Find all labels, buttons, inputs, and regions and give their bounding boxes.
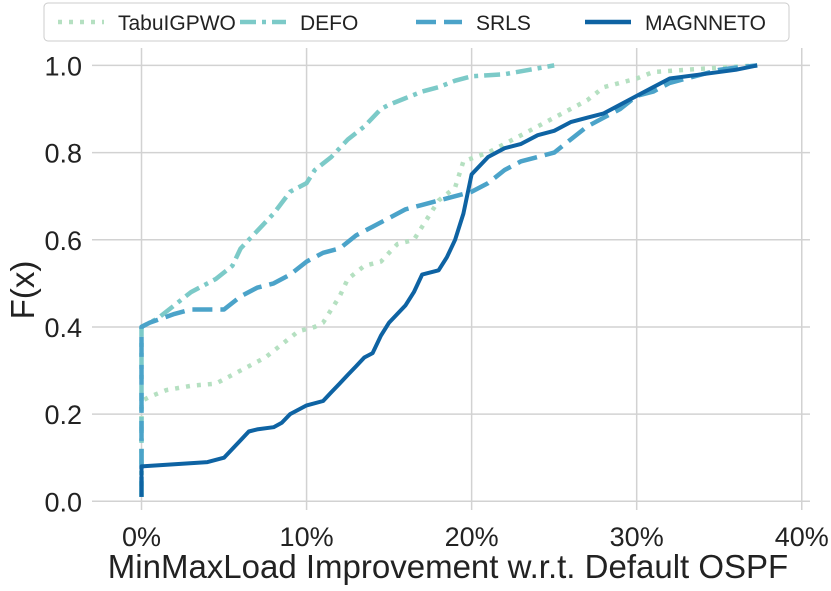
x-tick-label: 40% bbox=[775, 522, 829, 552]
grid-lines bbox=[92, 48, 810, 510]
x-tick-label: 20% bbox=[445, 522, 499, 552]
x-axis-label: MinMaxLoad Improvement w.r.t. Default OS… bbox=[108, 548, 788, 585]
y-tick-label: 1.0 bbox=[44, 51, 82, 81]
series-line-tabuigpwo bbox=[139, 63, 758, 497]
legend-label-tabuigpwo: TabuIGPWO bbox=[118, 12, 236, 35]
series-line-magnneto bbox=[139, 63, 758, 497]
y-tick-label: 0.6 bbox=[44, 226, 82, 256]
legend-label-srls: SRLS bbox=[476, 12, 531, 35]
y-tick-label: 0.4 bbox=[44, 313, 82, 343]
y-axis-label: F(x) bbox=[4, 261, 41, 320]
y-tick-label: 0.2 bbox=[44, 400, 82, 430]
series-line-defo bbox=[139, 63, 555, 497]
y-tick-label: 0.0 bbox=[44, 487, 82, 517]
legend-label-defo: DEFO bbox=[300, 12, 358, 35]
x-tick-label: 10% bbox=[280, 522, 334, 552]
y-tick-label: 0.8 bbox=[44, 139, 82, 169]
tick-labels: 0% 10% 20% 30% 40% 0.0 0.2 0.4 0.6 0.8 1.0 bbox=[44, 51, 828, 552]
x-tick-label: 0% bbox=[122, 522, 161, 552]
series-line-srls bbox=[139, 63, 758, 497]
legend-label-magnneto: MAGNNETO bbox=[645, 12, 766, 35]
x-tick-label: 30% bbox=[610, 522, 664, 552]
series-lines bbox=[139, 63, 758, 497]
legend: TabuIGPWO DEFO SRLS MAGNNETO bbox=[43, 2, 790, 42]
